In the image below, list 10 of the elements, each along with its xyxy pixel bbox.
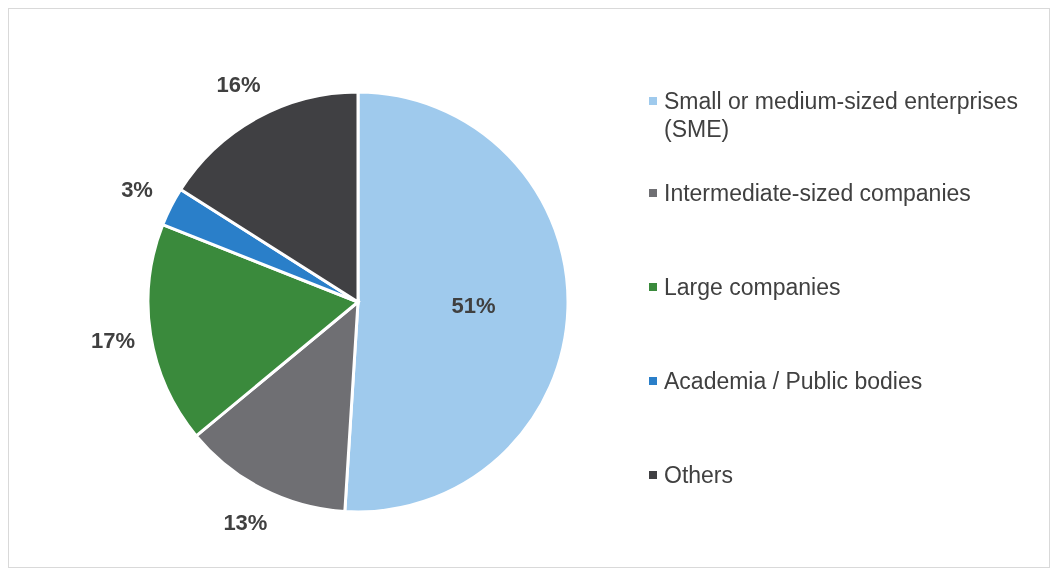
legend-label: Small or medium-sized enterprises (SME)	[664, 87, 1020, 143]
legend-label: Large companies	[664, 273, 841, 301]
data-label: 51%	[451, 293, 496, 319]
data-label: 17%	[91, 328, 136, 354]
legend-label: Others	[664, 461, 734, 489]
legend-label: Academia / Public bodies	[664, 367, 923, 395]
data-label: 13%	[223, 510, 268, 536]
legend-label: Intermediate-sized companies	[664, 179, 971, 207]
data-label: 16%	[216, 72, 261, 98]
data-label: 3%	[121, 176, 153, 202]
